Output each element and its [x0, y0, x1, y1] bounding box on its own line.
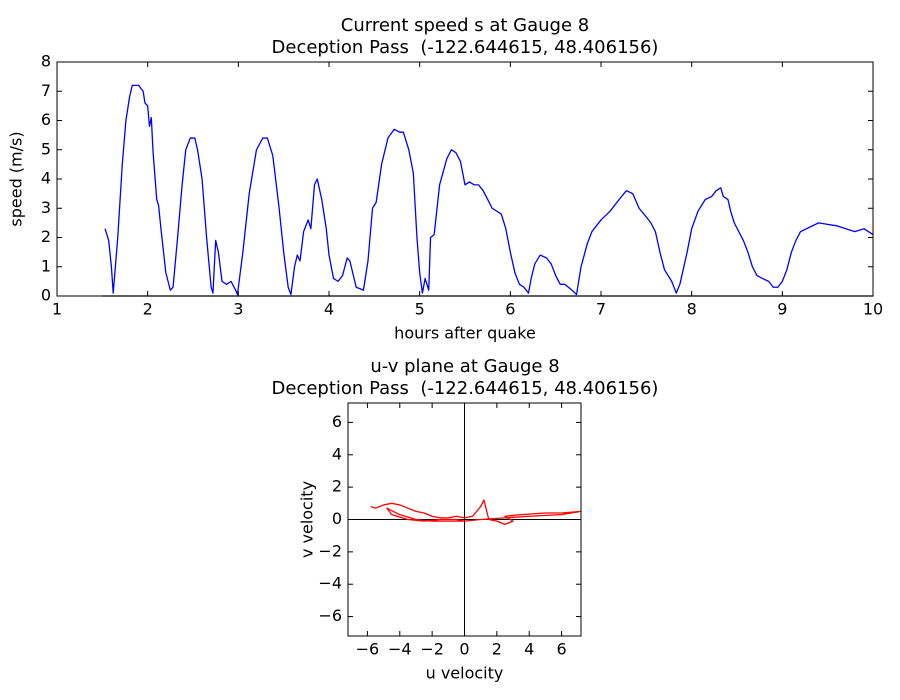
x-tick-label: 3 — [233, 300, 243, 319]
x-tick-label: −2 — [420, 640, 444, 659]
y-tick-label: 1 — [41, 256, 51, 275]
y-tick-label: 8 — [41, 52, 51, 71]
data-line — [104, 84, 874, 296]
y-axis-label: v velocity — [298, 481, 317, 558]
x-tick-label: 2 — [143, 300, 153, 319]
x-tick-label: −6 — [356, 640, 380, 659]
y-axis-label: speed (m/s) — [7, 131, 26, 226]
x-axis-label: hours after quake — [394, 324, 536, 343]
y-tick-label: 7 — [41, 81, 51, 100]
y-tick-label: 0 — [332, 509, 342, 528]
x-tick-label: 4 — [324, 300, 334, 319]
x-tick-label: 6 — [505, 300, 515, 319]
y-tick-label: 2 — [332, 477, 342, 496]
x-tick-label: 7 — [596, 300, 606, 319]
chart-subtitle: Deception Pass (-122.644615, 48.406156) — [272, 378, 659, 399]
chart-title: Current speed s at Gauge 8 — [341, 15, 589, 36]
y-tick-label: 4 — [332, 444, 342, 463]
data-line — [370, 499, 582, 525]
y-tick-label: 0 — [41, 286, 51, 305]
chart-subtitle: Deception Pass (-122.644615, 48.406156) — [272, 37, 659, 58]
x-axis-label: u velocity — [426, 664, 504, 683]
x-tick-label: 6 — [556, 640, 566, 659]
x-tick-label: 5 — [415, 300, 425, 319]
x-tick-label: 9 — [777, 300, 787, 319]
y-tick-label: 3 — [41, 198, 51, 217]
y-tick-label: 4 — [41, 169, 51, 188]
y-tick-label: 2 — [41, 227, 51, 246]
plot-frame — [56, 61, 874, 297]
plot-frame — [347, 402, 582, 637]
x-tick-label: 2 — [492, 640, 502, 659]
x-tick-label: −4 — [388, 640, 412, 659]
x-tick-label: 1 — [52, 300, 62, 319]
y-tick-label: 5 — [41, 139, 51, 158]
y-tick-label: 6 — [41, 110, 51, 129]
x-tick-label: 10 — [863, 300, 883, 319]
chart-title: u-v plane at Gauge 8 — [370, 356, 559, 377]
y-tick-label: −6 — [318, 606, 342, 625]
x-tick-label: 4 — [524, 640, 534, 659]
x-tick-label: 8 — [687, 300, 697, 319]
x-tick-label: 0 — [459, 640, 469, 659]
y-tick-label: 6 — [332, 412, 342, 431]
y-tick-label: −2 — [318, 541, 342, 560]
y-tick-label: −4 — [318, 574, 342, 593]
